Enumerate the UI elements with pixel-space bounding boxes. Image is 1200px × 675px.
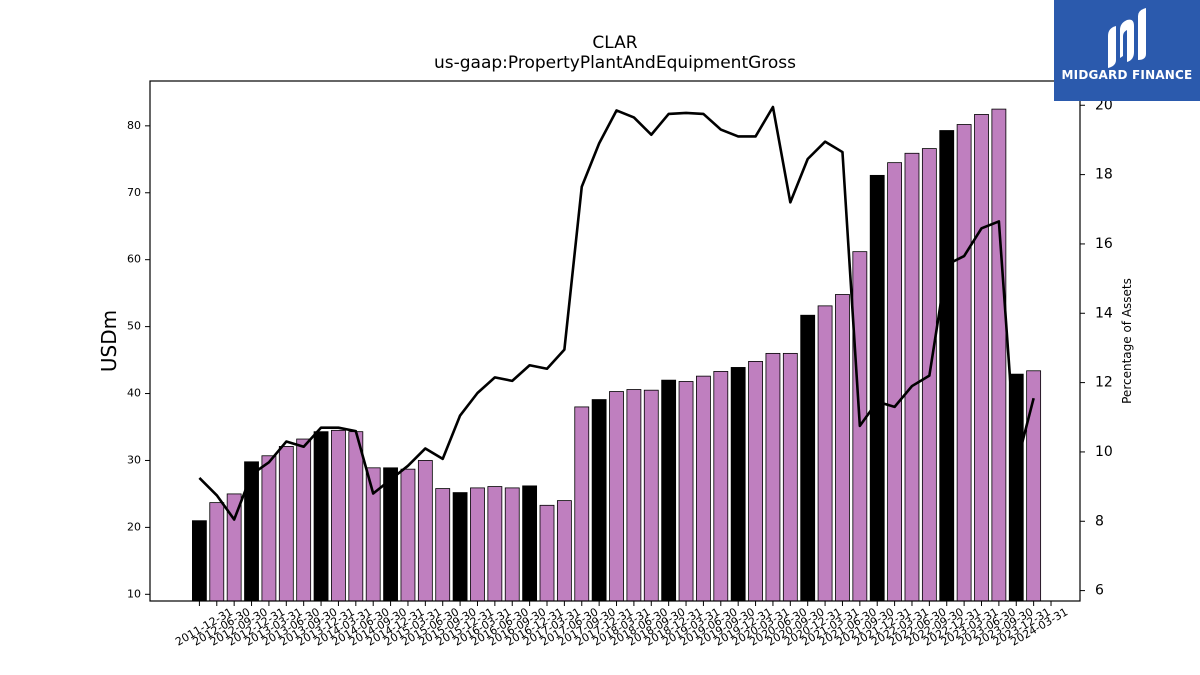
y-tick-label: 60 bbox=[127, 253, 141, 266]
bar-2018-06-30 bbox=[643, 389, 659, 602]
y-axis-label: USDm bbox=[97, 310, 121, 372]
bar-2018-09-30 bbox=[661, 379, 677, 602]
bar-2014-09-30 bbox=[383, 467, 398, 602]
y2-tick-label: 14 bbox=[1095, 305, 1113, 321]
bar-2020-06-30 bbox=[782, 352, 798, 602]
bar-2014-06-30 bbox=[365, 467, 381, 602]
bar-2013-06-30 bbox=[296, 438, 312, 602]
y-tick-label: 10 bbox=[127, 587, 141, 600]
y2-tick-label: 18 bbox=[1095, 167, 1113, 183]
bar-2014-12-31 bbox=[400, 468, 416, 602]
line-series bbox=[198, 105, 1035, 521]
y-axis-ticks: 10 20 30 40 50 60 70 80 bbox=[127, 119, 150, 600]
bar-2015-12-31 bbox=[470, 487, 485, 602]
bar-2017-03-31 bbox=[556, 500, 572, 602]
midgard-logo-icon bbox=[1108, 8, 1146, 68]
bar-2013-12-31 bbox=[331, 429, 346, 602]
bar-2023-12-31 bbox=[1026, 370, 1042, 602]
bar-2017-12-31 bbox=[609, 391, 624, 602]
chart-title: CLAR bbox=[592, 33, 637, 53]
y-tick-label: 40 bbox=[127, 387, 141, 400]
bar-2012-12-31 bbox=[261, 455, 277, 602]
bar-2012-09-30 bbox=[244, 461, 259, 602]
y-tick-label: 30 bbox=[127, 453, 141, 466]
y2-tick-label: 10 bbox=[1095, 444, 1113, 460]
y2-tick-label: 20 bbox=[1095, 97, 1113, 113]
bar-2015-06-30 bbox=[435, 488, 451, 602]
x-axis-ticks: 2011-12-312012-06-302012-09-302012-12-31… bbox=[173, 601, 1070, 649]
bar-2022-12-31 bbox=[956, 124, 972, 602]
bar-2019-12-31 bbox=[748, 361, 763, 602]
axes bbox=[149, 80, 1081, 602]
bar-series bbox=[191, 108, 1042, 602]
chart-subtitle: us-gaap:PropertyPlantAndEquipmentGross bbox=[434, 53, 796, 73]
bar-2022-03-31 bbox=[904, 152, 920, 602]
bar-2022-09-30 bbox=[939, 130, 955, 602]
bar-2016-06-30 bbox=[504, 487, 520, 602]
bar-2013-09-30 bbox=[313, 431, 329, 602]
bar-2014-03-31 bbox=[348, 431, 364, 602]
y2-axis-ticks: 6 8 10 12 14 16 18 20 bbox=[1080, 97, 1113, 599]
y2-tick-label: 8 bbox=[1095, 513, 1104, 529]
bar-2018-12-31 bbox=[678, 381, 694, 602]
y2-axis-label: Percentage of Assets bbox=[1120, 278, 1134, 404]
bar-2019-09-30 bbox=[730, 367, 746, 602]
y2-tick-label: 16 bbox=[1095, 236, 1113, 252]
bar-2012-03-31 bbox=[209, 502, 225, 602]
y-tick-label: 50 bbox=[127, 320, 141, 333]
bar-2019-06-30 bbox=[713, 371, 729, 602]
bar-2021-12-31 bbox=[887, 162, 902, 602]
bar-2016-03-31 bbox=[487, 486, 503, 602]
y-tick-label: 70 bbox=[127, 186, 141, 199]
bar-2011-12-31 bbox=[191, 520, 207, 602]
bar-2021-09-30 bbox=[869, 174, 885, 602]
plot-frame bbox=[149, 80, 1081, 602]
bar-2015-03-31 bbox=[417, 460, 433, 602]
y2-tick-label: 12 bbox=[1095, 375, 1113, 391]
bar-2017-09-30 bbox=[591, 399, 607, 602]
bar-2016-09-30 bbox=[522, 485, 538, 602]
bar-2018-03-31 bbox=[626, 389, 642, 602]
bar-2016-12-31 bbox=[539, 504, 555, 602]
bar-2017-06-30 bbox=[574, 406, 590, 602]
bar-2021-03-31 bbox=[835, 294, 850, 602]
bar-2013-03-31 bbox=[278, 446, 294, 602]
midgard-finance-logo: MIDGARD FINANCE bbox=[1054, 0, 1200, 101]
percentage-of-assets-line bbox=[198, 105, 1035, 521]
y-tick-label: 20 bbox=[127, 520, 141, 533]
y-tick-label: 80 bbox=[127, 119, 141, 132]
bar-2019-03-31 bbox=[696, 375, 711, 602]
bar-2023-03-31 bbox=[974, 114, 989, 602]
bar-2020-12-31 bbox=[817, 305, 833, 602]
bar-2015-09-30 bbox=[452, 492, 468, 602]
y2-tick-label: 6 bbox=[1095, 583, 1104, 599]
bar-2020-09-30 bbox=[800, 314, 816, 602]
bar-2020-03-31 bbox=[765, 352, 781, 602]
logo-text: MIDGARD FINANCE bbox=[1061, 68, 1193, 82]
bar-2023-06-30 bbox=[991, 108, 1007, 602]
